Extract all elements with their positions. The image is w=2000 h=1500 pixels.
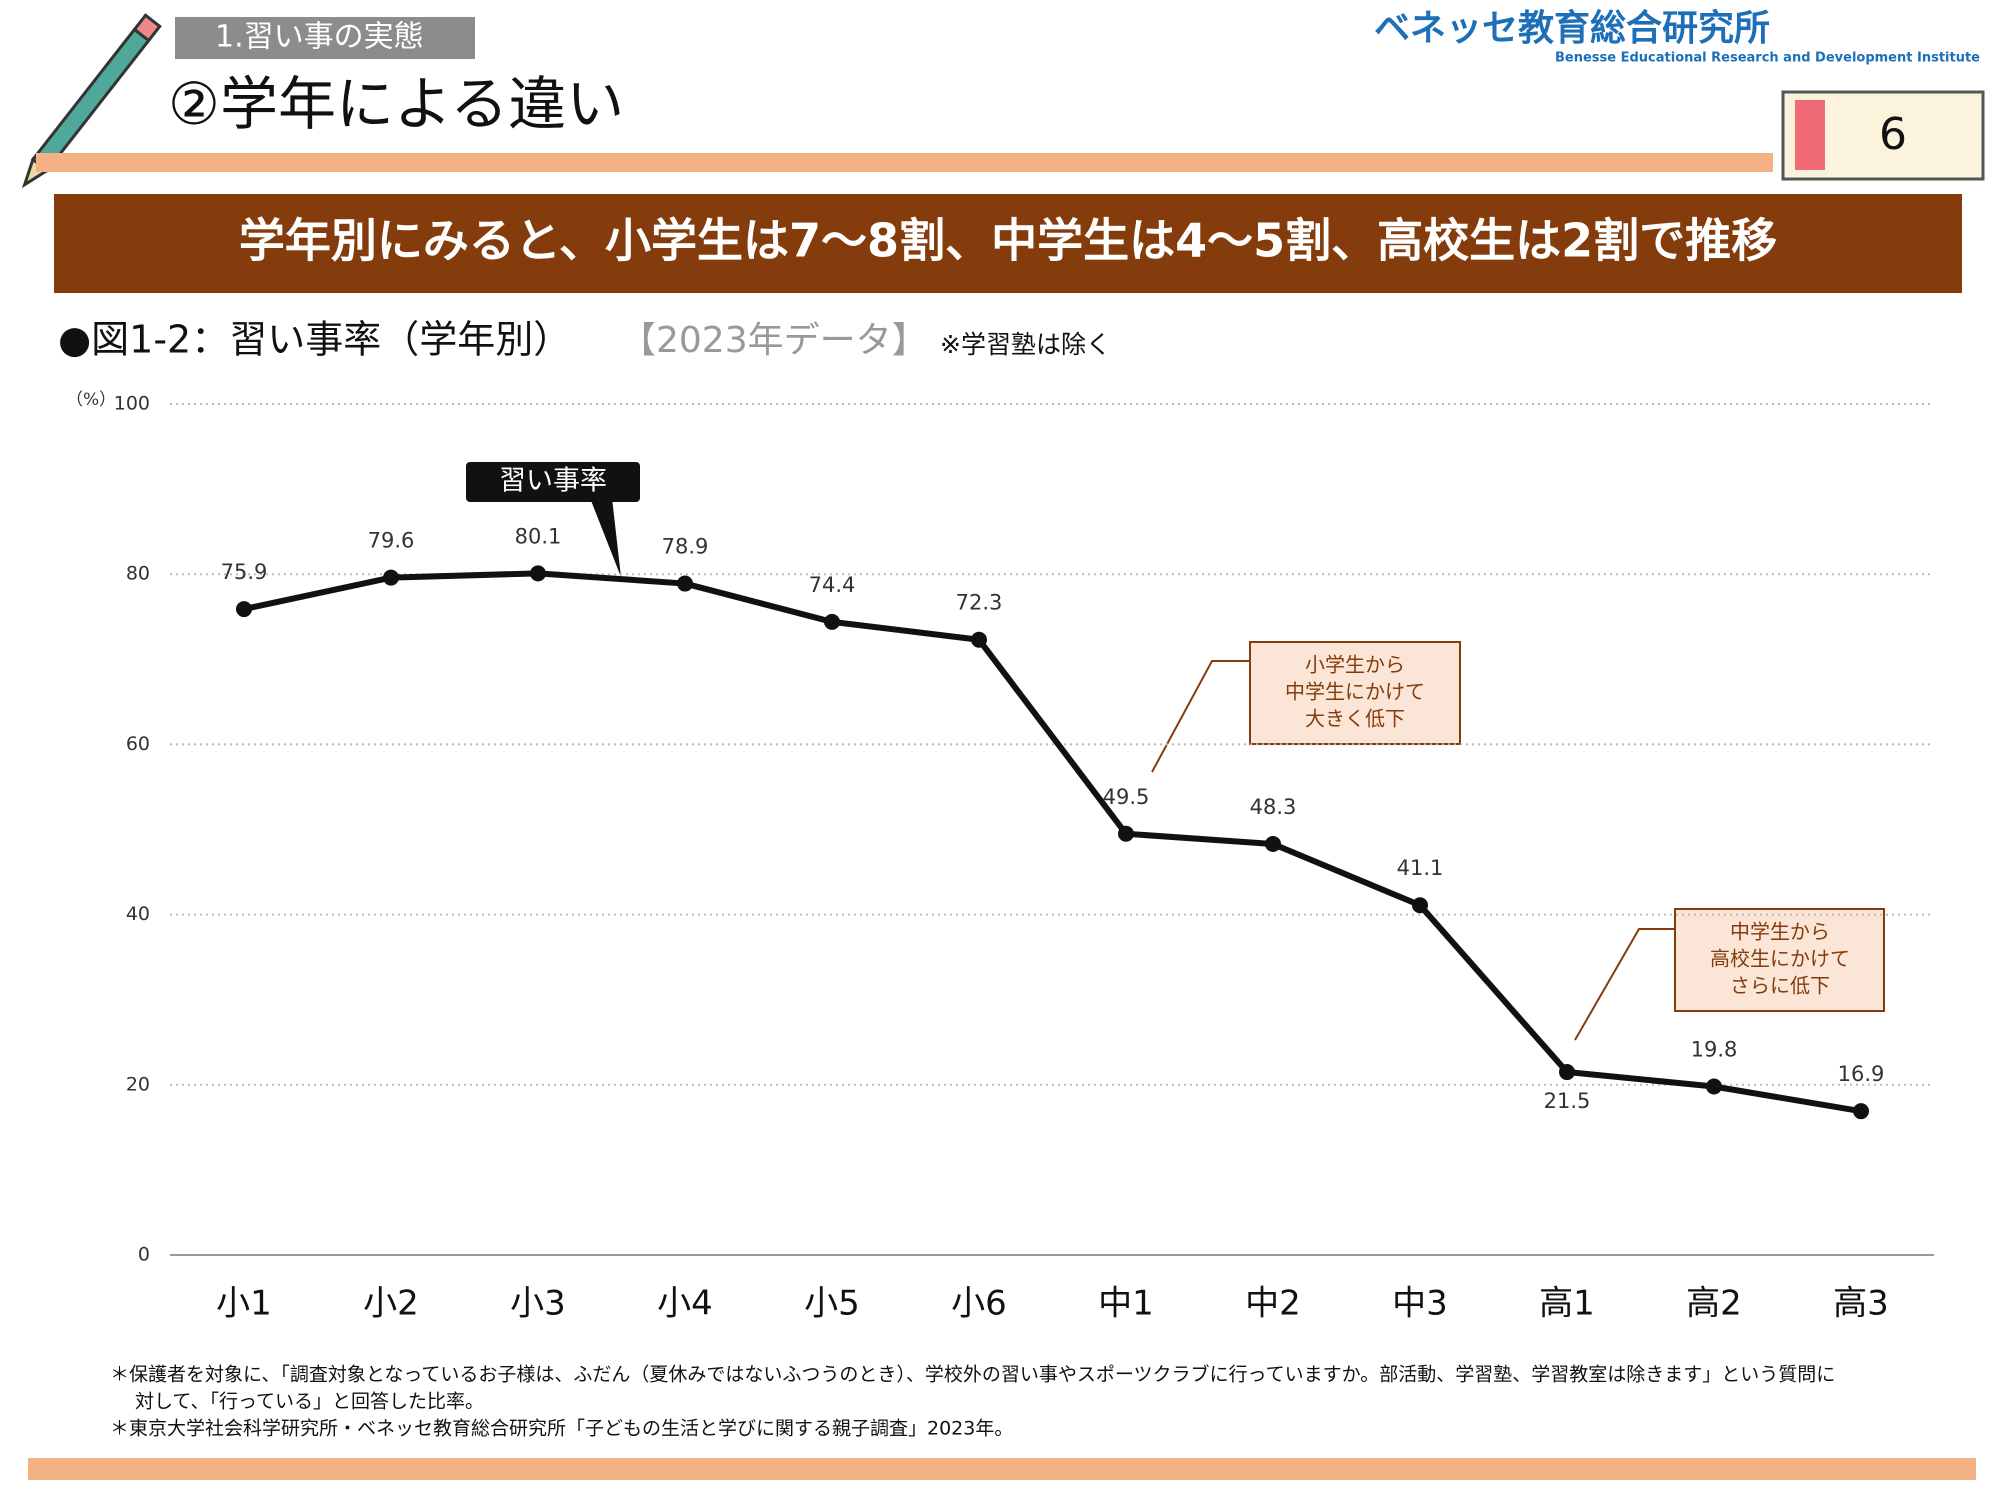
- data-label: 49.5: [1103, 785, 1150, 809]
- annotation-box: [1249, 641, 1461, 745]
- data-label: 16.9: [1838, 1062, 1885, 1086]
- x-tick-label: 高3: [1833, 1284, 1889, 1324]
- data-label: 48.3: [1250, 795, 1297, 819]
- data-label: 75.9: [221, 560, 268, 584]
- x-tick-label: 中2: [1245, 1284, 1301, 1324]
- y-tick-label: 0: [138, 1244, 150, 1266]
- figure-year: 【2023年データ】: [620, 320, 928, 361]
- data-point: [677, 575, 693, 592]
- x-tick-label: 中1: [1098, 1284, 1154, 1324]
- data-label: 74.4: [809, 573, 856, 597]
- y-tick-label: 60: [126, 733, 150, 755]
- y-tick-label: 20: [126, 1073, 150, 1095]
- data-label: 21.5: [1544, 1089, 1591, 1113]
- x-tick-label: 高1: [1539, 1284, 1595, 1324]
- data-point: [1559, 1064, 1575, 1081]
- logo-en: Benesse Educational Research and Develop…: [1555, 51, 1980, 66]
- data-label: 80.1: [515, 524, 562, 548]
- annotation-leader: [1151, 660, 1250, 773]
- data-point: [824, 613, 840, 630]
- x-tick-label: 小1: [216, 1284, 272, 1324]
- x-tick-label: 小6: [951, 1284, 1007, 1324]
- data-point: [1853, 1103, 1869, 1120]
- data-point: [1412, 897, 1428, 914]
- x-tick-label: 小5: [804, 1284, 860, 1324]
- annotation-text: 高校生にかけて: [1710, 947, 1850, 971]
- slide-title: ②学年による違い: [168, 70, 624, 138]
- data-point: [236, 601, 252, 618]
- y-tick-label: 80: [126, 563, 150, 585]
- annotation-text: 大きく低下: [1305, 707, 1405, 731]
- data-line: [243, 570, 1862, 1115]
- annotation-text: 中学生から: [1730, 920, 1830, 944]
- callout-pointer: [590, 498, 621, 577]
- data-label: 19.8: [1691, 1038, 1738, 1062]
- callout-box: [466, 462, 640, 502]
- data-label: 41.1: [1397, 856, 1444, 880]
- y-unit: （%）: [66, 390, 116, 410]
- annotation-text: 中学生にかけて: [1285, 680, 1425, 704]
- annotation-text: 小学生から: [1305, 653, 1405, 677]
- figure-note: ※学習塾は除く: [940, 330, 1111, 359]
- annotation-text: さらに低下: [1730, 974, 1830, 998]
- footnote: ＊東京大学社会科学研究所・ベネッセ教育総合研究所「子どもの生活と学びに関する親子…: [110, 1418, 1013, 1440]
- x-tick-label: 中3: [1392, 1284, 1448, 1324]
- x-tick-label: 小4: [657, 1284, 713, 1324]
- footnote: ＊保護者を対象に、「調査対象となっているお子様は、ふだん（夏休みではないふつうの…: [110, 1363, 1835, 1386]
- data-point: [530, 565, 546, 582]
- data-point: [971, 631, 987, 648]
- header-bar: [36, 153, 1773, 172]
- data-point: [383, 569, 399, 586]
- footer-bar: [28, 1458, 1976, 1480]
- x-tick-label: 小3: [510, 1284, 566, 1324]
- y-tick-label: 100: [114, 393, 150, 415]
- banner: [54, 194, 1962, 293]
- banner-text: 学年別にみると、小学生は7～8割、中学生は4～5割、高校生は2割で推移: [239, 214, 1777, 268]
- x-tick-label: 小2: [363, 1284, 419, 1324]
- callout-text: 習い事率: [499, 466, 607, 497]
- x-tick-label: 高2: [1686, 1284, 1742, 1324]
- annotation-leader: [1574, 928, 1675, 1041]
- data-label: 72.3: [956, 591, 1003, 615]
- annotation-box: [1674, 908, 1885, 1012]
- data-point: [1265, 835, 1281, 852]
- data-point: [1118, 825, 1134, 842]
- page-number: 6: [1879, 109, 1907, 160]
- page-tab: [1795, 100, 1825, 170]
- data-label: 78.9: [662, 535, 709, 559]
- section-label: 1.習い事の実態: [215, 20, 424, 55]
- y-tick-label: 40: [126, 903, 150, 925]
- logo-ja: ベネッセ教育総合研究所: [1374, 8, 1770, 49]
- data-label: 79.6: [368, 529, 415, 553]
- section-box: [175, 17, 475, 59]
- footnote: 対して、「行っている」と回答した比率。: [135, 1391, 484, 1413]
- data-point: [1706, 1078, 1722, 1095]
- figure-label: ●図1-2：習い事率（学年別）: [58, 318, 571, 362]
